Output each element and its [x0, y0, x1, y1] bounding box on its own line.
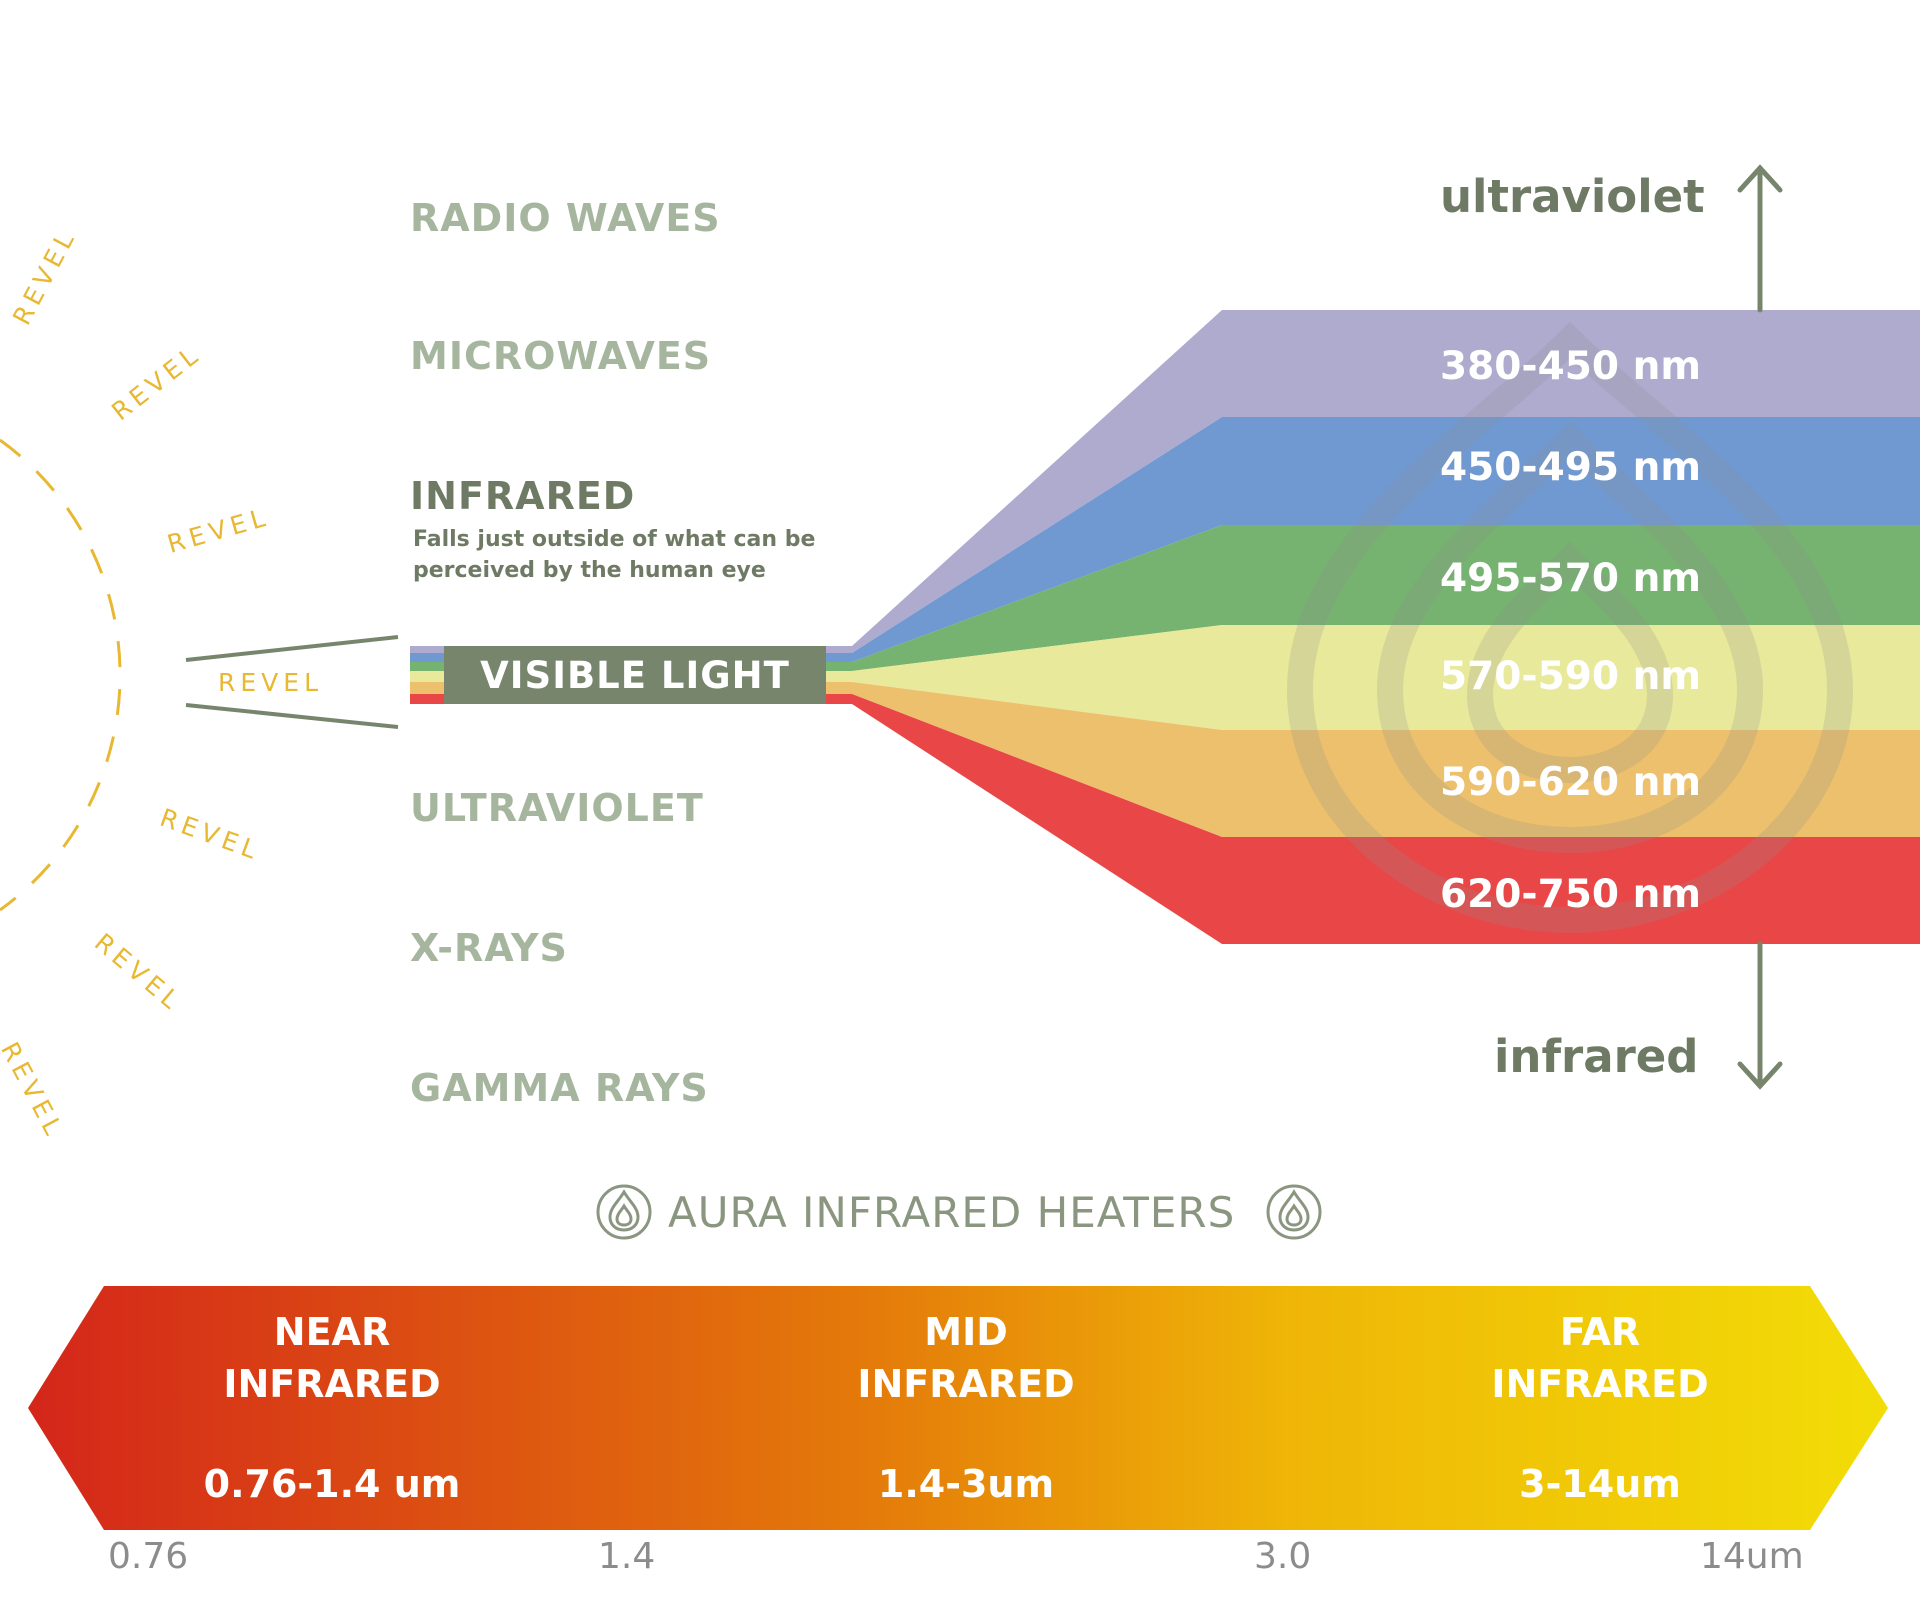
near-infrared-range: 0.76-1.4 um [203, 1462, 461, 1506]
infrared-description: Falls just outside of what can be percei… [413, 524, 933, 586]
mid-infrared-range: 1.4-3um [877, 1462, 1055, 1506]
near-infrared-heading: NEAR INFRARED [152, 1306, 512, 1410]
droplet-watermark-icon [1286, 321, 1854, 934]
band-label-yellow: 570-590 nm [1440, 654, 1701, 699]
spectrum-fan [410, 310, 1920, 944]
infrared-description-line-2: perceived by the human eye [413, 558, 766, 583]
label-gamma-rays: GAMMA RAYS [410, 1066, 709, 1110]
aura-title: AURA INFRARED HEATERS [668, 1188, 1236, 1237]
droplet-icon-right [1266, 1184, 1322, 1240]
band-label-red: 620-750 nm [1440, 872, 1701, 917]
mid-infrared-line-2: INFRARED [857, 1362, 1075, 1406]
mid-infrared-line-1: MID [924, 1310, 1008, 1354]
infrared-bar [28, 1286, 1888, 1530]
mid-infrared-heading: MID INFRARED [786, 1306, 1146, 1410]
band-orange [410, 682, 1920, 837]
direction-ultraviolet: ultraviolet [1440, 170, 1705, 223]
near-infrared-line-2: INFRARED [223, 1362, 441, 1406]
tick-1-4: 1.4 [598, 1536, 656, 1577]
funnel-line-top [185, 635, 399, 662]
far-infrared-line-1: FAR [1559, 1310, 1641, 1354]
far-infrared-heading: FAR INFRARED [1420, 1306, 1780, 1410]
revel-watermark-4: REVEL [218, 668, 323, 697]
band-red [410, 694, 1920, 944]
dashed-arc [0, 438, 122, 912]
band-violet [410, 310, 1920, 653]
band-yellow [410, 625, 1920, 730]
far-infrared-line-2: INFRARED [1491, 1362, 1709, 1406]
direction-infrared: infrared [1494, 1030, 1699, 1083]
droplet-icon-left [596, 1184, 652, 1240]
tick-3-0: 3.0 [1254, 1536, 1312, 1577]
band-label-blue: 450-495 nm [1440, 445, 1701, 490]
label-ultraviolet: ULTRAVIOLET [410, 786, 704, 830]
down-arrow-icon [1737, 941, 1783, 1090]
tick-14um: 14um [1700, 1536, 1804, 1577]
far-infrared-range: 3-14um [1519, 1462, 1681, 1506]
infrared-description-line-1: Falls just outside of what can be [413, 527, 816, 552]
visible-light-box: VISIBLE LIGHT [444, 646, 826, 704]
band-label-violet: 380-450 nm [1440, 344, 1701, 389]
visible-light-label: VISIBLE LIGHT [480, 653, 790, 697]
band-blue [410, 417, 1920, 662]
label-radio-waves: RADIO WAVES [410, 196, 721, 240]
tick-0-76: 0.76 [108, 1536, 189, 1577]
up-arrow-icon [1737, 164, 1783, 313]
near-infrared-line-1: NEAR [273, 1310, 391, 1354]
label-x-rays: X-RAYS [410, 926, 568, 970]
band-green [410, 525, 1920, 671]
funnel-line-bottom [185, 703, 399, 729]
band-label-green: 495-570 nm [1440, 556, 1701, 601]
label-microwaves: MICROWAVES [410, 334, 712, 378]
label-infrared: INFRARED [410, 474, 636, 518]
band-label-orange: 590-620 nm [1440, 760, 1701, 805]
